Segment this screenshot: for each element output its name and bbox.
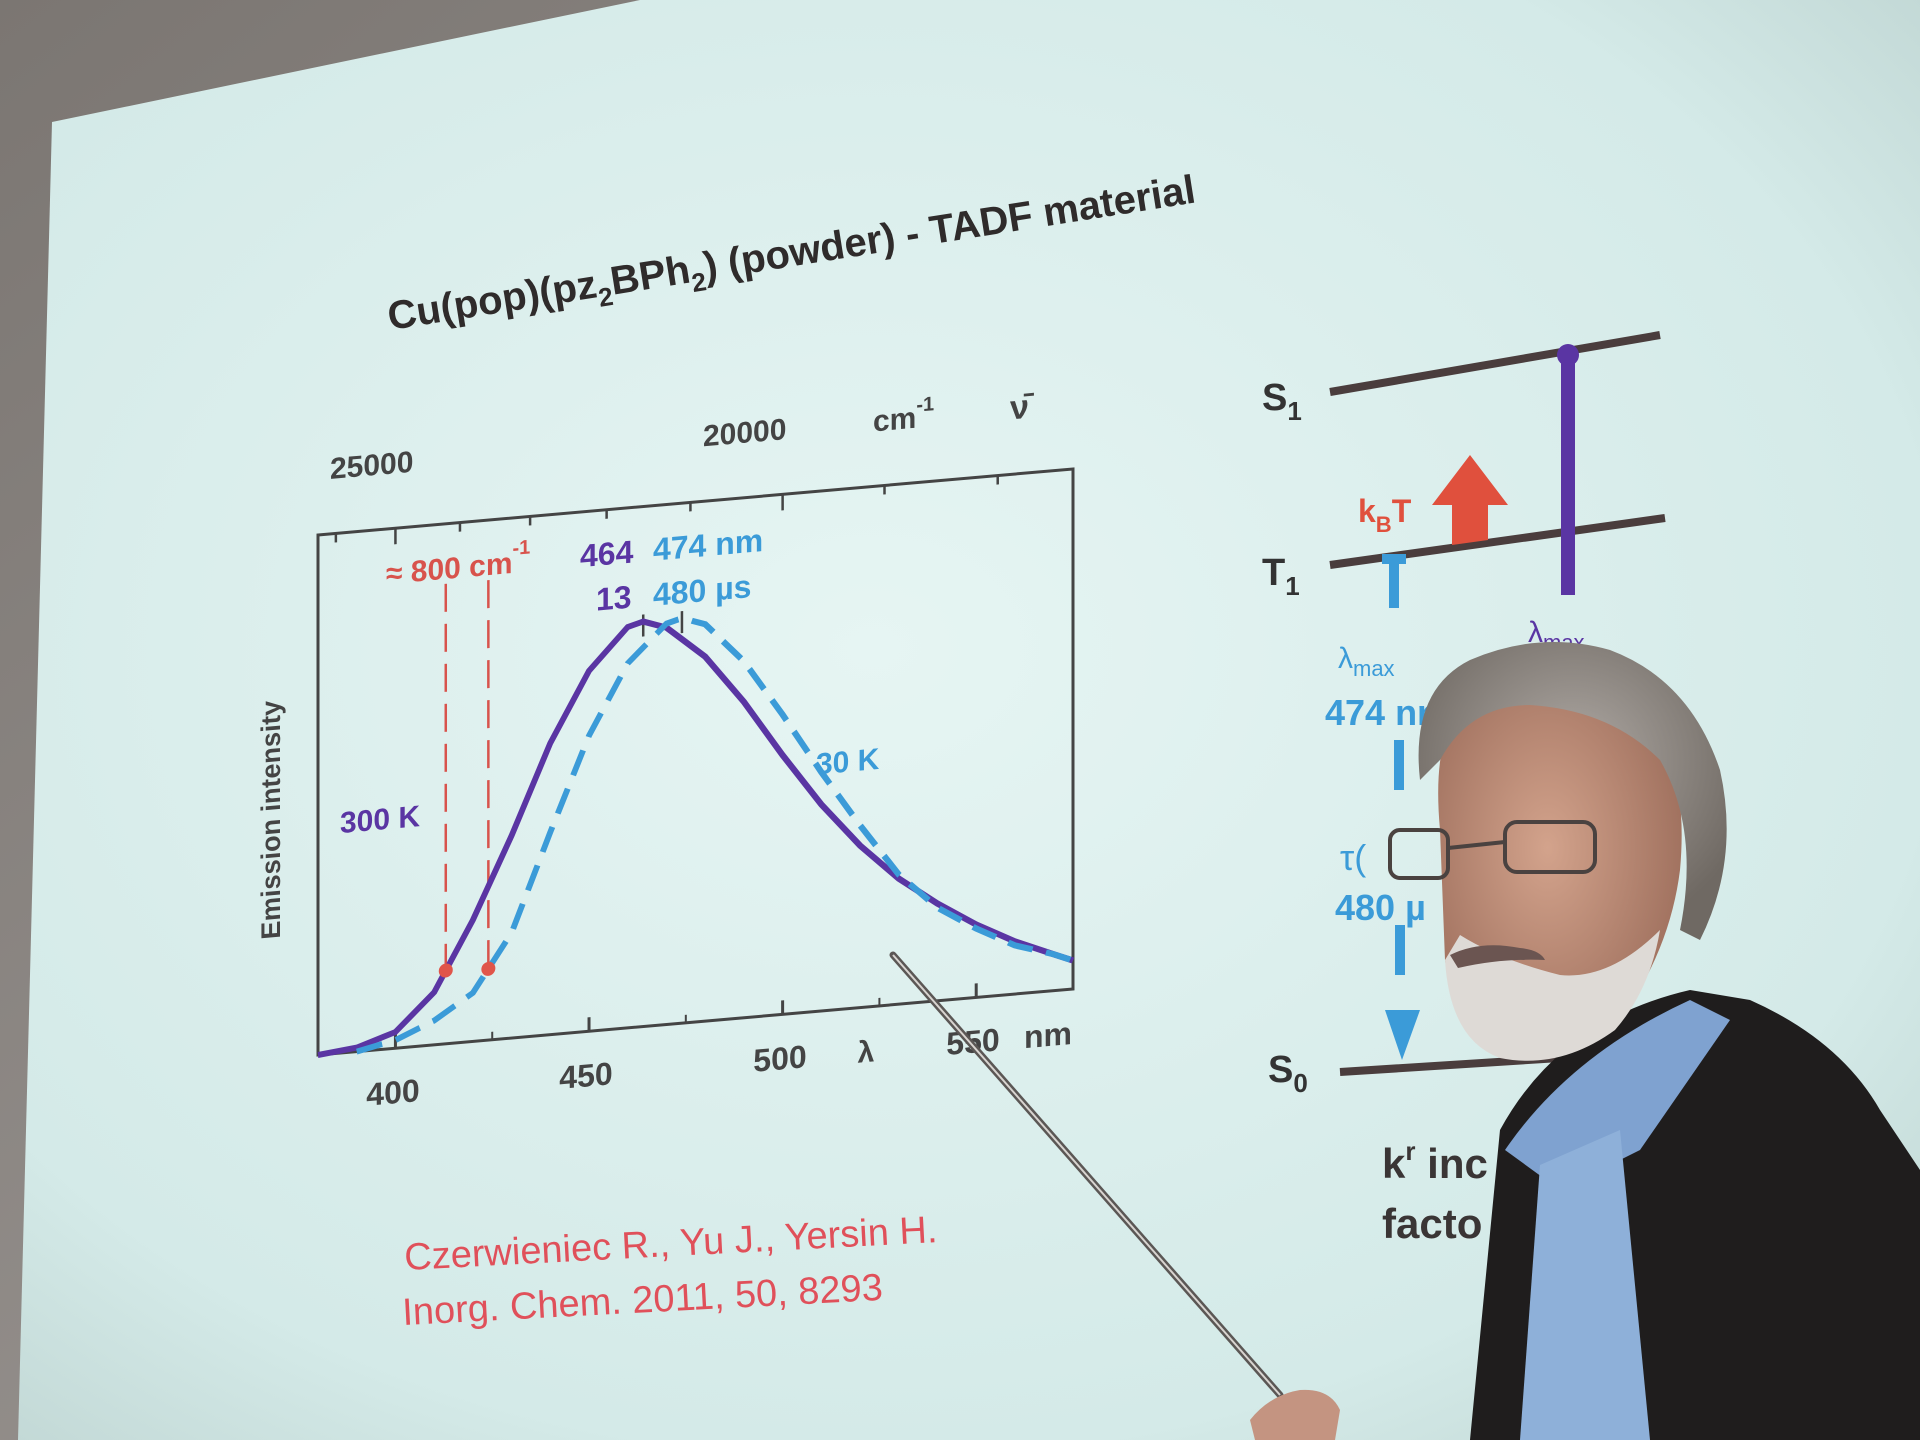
series-line-30k	[356, 615, 1075, 1055]
x-tick-label-400: 400	[366, 1072, 419, 1113]
pointer-highlight	[892, 954, 1281, 1396]
t1-label: T1	[1262, 552, 1300, 601]
presenter	[1250, 642, 1920, 1440]
kbt-label: kBT	[1358, 493, 1412, 537]
onset-dot-30K	[481, 961, 496, 976]
thermal-activation-arrow	[1432, 455, 1508, 545]
plot-area	[317, 579, 1075, 1058]
x-axis-unit: nm	[1024, 1015, 1072, 1055]
glasses-right-lens	[1503, 820, 1597, 874]
shirt	[1520, 1130, 1650, 1440]
series-line-300k	[317, 618, 1075, 1058]
s1-label: S1	[1262, 377, 1302, 426]
label-300K: 300 K	[340, 800, 420, 840]
top-axis-unit: cm-1	[873, 393, 934, 438]
label-30K: 30 K	[816, 743, 880, 782]
beard	[1445, 930, 1660, 1061]
blue-arrow-head	[1385, 1010, 1420, 1060]
blue-dash-2	[1395, 925, 1405, 975]
hair	[1418, 642, 1727, 940]
x-axis-label: λ	[858, 1035, 875, 1069]
top-tick-label-20000: 20000	[703, 413, 786, 453]
top-axis-ticks	[334, 475, 999, 545]
tau-label: τ(	[1340, 837, 1366, 878]
plot-frame	[316, 467, 1075, 1057]
s0-label: S0	[1268, 1049, 1308, 1098]
onset-dot-300K	[438, 963, 453, 978]
x-tick-label-500: 500	[753, 1038, 806, 1079]
x-tick-label-450: 450	[559, 1055, 612, 1096]
projection-screen	[18, 0, 1920, 1440]
blue-transition-top	[1389, 558, 1399, 608]
kr-line-2: facto	[1382, 1200, 1482, 1247]
blue-transition-cap	[1382, 554, 1406, 564]
s1-level	[1329, 331, 1661, 396]
glasses-bridge	[1447, 840, 1506, 850]
top-tick-label-25000: 25000	[330, 446, 413, 486]
shirt-collar	[1505, 1000, 1730, 1190]
kr-line-1: kr inc	[1382, 1136, 1488, 1187]
tau-30K-label: 480 µs	[653, 568, 751, 613]
y-axis-label: Emission intensity	[256, 699, 286, 940]
peak-300K-label: 464	[580, 533, 634, 574]
blue-dash-1	[1394, 740, 1404, 790]
lambda-max-left: λmax	[1338, 642, 1395, 681]
tau-300K-label: 13	[596, 579, 632, 618]
hand	[1250, 1389, 1340, 1440]
energy-level-diagram: S1 T1 S0 kBT λmax λmax 474 nm τ( 480 µ k…	[1262, 331, 1666, 1247]
glasses-left-lens	[1388, 828, 1450, 880]
purple-transition-cap	[1557, 344, 1579, 366]
tau-value: 480 µ	[1335, 887, 1426, 928]
mouth	[1450, 945, 1545, 968]
x-axis-ticks	[393, 980, 1074, 1049]
